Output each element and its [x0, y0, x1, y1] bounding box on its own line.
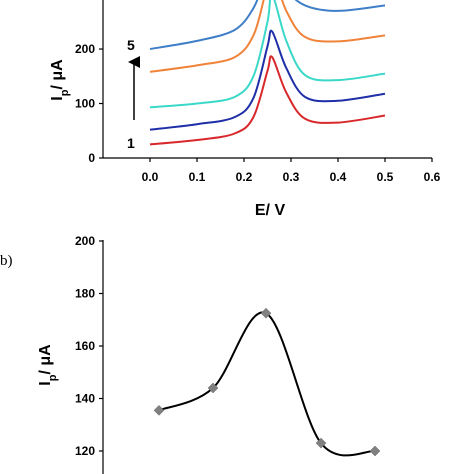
panel-a-series-line-1	[149, 55, 386, 146]
panel-a-x-tick-label: 0.4	[330, 170, 347, 184]
panel-b-y-tick-label: 160	[75, 339, 95, 353]
panel-a-y-ticks: 0 100 200	[75, 42, 103, 165]
panel-b-y-tick-label: 180	[75, 287, 95, 301]
panel-a-x-tick-label: 0.2	[236, 170, 253, 184]
panel-b-data-point	[260, 307, 272, 319]
panel-b-y-tick-label: 200	[75, 234, 95, 248]
panel-b-series-line	[158, 311, 376, 457]
panel-a-x-ticks: 0.0 0.1 0.2 0.3 0.4 0.5 0.6	[142, 158, 441, 184]
panel-a-y-tick-label: 0	[88, 151, 95, 165]
panel-a-series-line-4	[149, 0, 386, 73]
panel-b: b) 120 140 160 180 200 Ip/ μA	[0, 234, 381, 474]
panel-a: 0 100 200 0.0 0.1 0.2 0.3 0.4 0.5 0.6 5 1 E/ V I…	[49, 0, 441, 219]
panel-a-x-tick-label: 0.3	[283, 170, 300, 184]
panel-b-data-point	[207, 382, 219, 394]
panel-a-x-tick-label: 0.0	[142, 170, 159, 184]
panel-a-x-tick-label: 0.6	[424, 170, 441, 184]
panel-a-series-line-5	[149, 0, 386, 50]
panel-a-series-line-3	[149, 0, 386, 109]
panel-a-series-line-2	[149, 29, 386, 131]
panel-a-x-tick-label: 0.1	[189, 170, 206, 184]
panel-b-data-point	[315, 437, 327, 449]
panel-b-series	[153, 307, 381, 457]
panel-a-x-axis-title: E/ V	[255, 202, 286, 219]
panel-a-series	[149, 0, 386, 146]
curve-label-bottom: 1	[127, 135, 135, 151]
panel-a-y-axis-title: Ip/ μA	[49, 59, 71, 101]
panel-b-data-point	[153, 404, 165, 416]
panel-a-y-tick-label: 100	[75, 97, 95, 111]
panel-b-y-tick-label: 140	[75, 392, 95, 406]
panel-a-x-tick-label: 0.5	[377, 170, 394, 184]
panel-b-data-point	[369, 445, 381, 457]
curve-label-top: 5	[127, 37, 135, 53]
panel-b-y-tick-label: 120	[75, 444, 95, 458]
panel-b-label: b)	[0, 253, 13, 269]
panel-a-y-tick-label: 200	[75, 42, 95, 56]
panel-b-y-axis-title: Ip/ μA	[37, 344, 59, 386]
panel-b-y-ticks: 120 140 160 180 200	[75, 234, 103, 458]
